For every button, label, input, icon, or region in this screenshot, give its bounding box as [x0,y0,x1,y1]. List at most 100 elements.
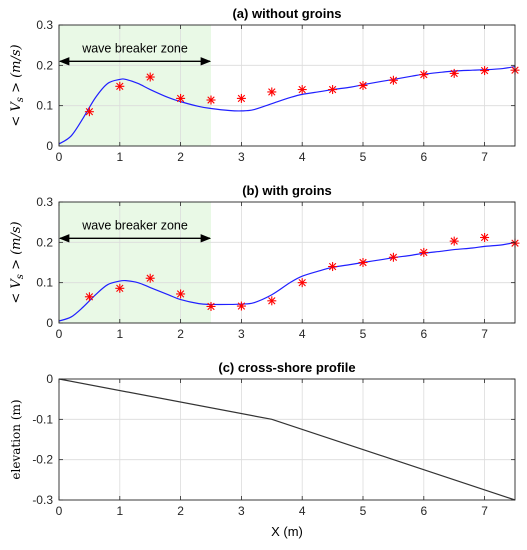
x-tick-label: 1 [116,327,123,341]
marker-stroke [389,76,398,84]
data-point-marker [419,70,429,80]
x-tick-label: 7 [481,327,488,341]
panel-2: wave breaker zone 0 1 2 3 4 5 6 7 0 0.1 0.2 0.3 (b) w… [9,183,520,341]
y-axis-label: < Vs > (m/s) [9,44,26,126]
y-tick-label: 0.2 [36,235,53,249]
y-tick-label: 0 [46,316,53,330]
marker-stroke [450,69,458,78]
data-point-marker [449,68,459,78]
data-point-marker [84,107,94,117]
data-point-marker [236,93,246,103]
marker-stroke [237,94,246,103]
marker-stroke [176,290,185,298]
x-tick-label: 4 [299,150,306,164]
series-line [58,65,516,145]
y-axis-label: elevation (m) [9,399,23,479]
data-point-marker [115,81,125,91]
y-axis-label-part: > (m/s) [9,221,24,274]
data-point-marker [358,258,368,267]
panel-1: wave breaker zone 0 1 2 3 4 5 6 7 0 0.1 0.2 0.3 (a) w… [9,6,520,164]
x-tick-label: 2 [177,504,184,518]
axes-frame [58,24,516,147]
x-tick-label: 4 [299,504,306,518]
y-tick-label: 0 [46,139,53,153]
marker-stroke [176,94,185,103]
data-point-marker [267,87,277,97]
breaker-zone-shade [59,202,211,323]
data-point-marker [297,85,307,95]
x-tick-label: 4 [299,327,306,341]
marker-stroke [389,253,398,261]
data-point-marker [176,93,186,103]
marker-stroke [268,297,276,305]
x-tick-label: 6 [420,327,427,341]
y-tick-label: 0.1 [36,276,53,290]
data-point-marker [145,72,155,82]
marker-stroke [237,302,246,310]
axes-frame [58,378,516,501]
breaker-zone-shade [59,25,211,146]
annotation-label: wave breaker zone [81,41,188,55]
data-point-marker [176,289,186,299]
marker-stroke [146,73,154,81]
x-tick-label: 7 [481,504,488,518]
y-tick-label: -0.2 [32,453,53,467]
y-tick-label: -0.3 [32,493,53,507]
annotation-label: wave breaker zone [81,218,188,232]
y-axis-label-part: < V [9,101,24,127]
marker-stroke [268,88,276,96]
marker-stroke [450,237,458,245]
plot-area [59,379,515,500]
marker-stroke [85,293,94,301]
data-point-marker [84,292,94,302]
x-tick-label: 3 [238,327,245,341]
marker-stroke [146,274,154,282]
marker-stroke [480,66,489,75]
marker-stroke [116,284,124,293]
x-tick-label: 3 [238,504,245,518]
x-tick-label: 2 [177,150,184,164]
data-point-marker [236,301,246,311]
series-line [58,241,516,322]
x-tick-label: 0 [56,327,63,341]
marker-stroke [420,70,428,79]
y-axis-label: < Vs > (m/s) [9,221,26,303]
data-point-marker [115,283,125,293]
y-tick-label: 0.1 [36,99,53,113]
marker-stroke [420,248,428,257]
axes-frame [58,201,516,324]
data-point-marker [419,247,429,257]
series-line [58,378,516,501]
x-tick-label: 0 [56,504,63,518]
y-tick-label: 0.3 [36,195,53,209]
x-tick-label: 3 [238,150,245,164]
data-point-marker [480,232,490,242]
chart-title: (a) without groins [232,6,341,21]
marker-stroke [359,258,367,267]
data-point-marker [449,236,459,246]
y-axis-label-subscript: s [15,97,26,102]
panel-3: 0 1 2 3 4 5 6 7 0 -0.1 -0.2 -0.3 (c) cross-shore pro… [9,360,516,539]
marker-stroke [328,262,337,271]
x-tick-label: 5 [360,327,367,341]
marker-stroke [480,233,489,242]
y-tick-label: -0.1 [32,412,53,426]
data-point-marker [358,81,368,90]
data-point-marker [480,66,490,76]
x-tick-label: 7 [481,150,488,164]
marker-stroke [85,108,94,116]
x-tick-label: 2 [177,327,184,341]
marker-stroke [328,85,337,94]
marker-stroke [207,96,215,104]
data-point-marker [328,262,338,272]
x-tick-label: 1 [116,504,123,518]
data-point-marker [388,75,398,85]
marker-stroke [207,302,215,311]
x-tick-label: 6 [420,504,427,518]
marker-stroke [359,81,367,90]
x-axis-label: X (m) [271,524,303,539]
chart-title: (b) with groins [242,183,332,198]
marker-stroke [298,278,306,287]
data-point-marker [145,273,155,283]
